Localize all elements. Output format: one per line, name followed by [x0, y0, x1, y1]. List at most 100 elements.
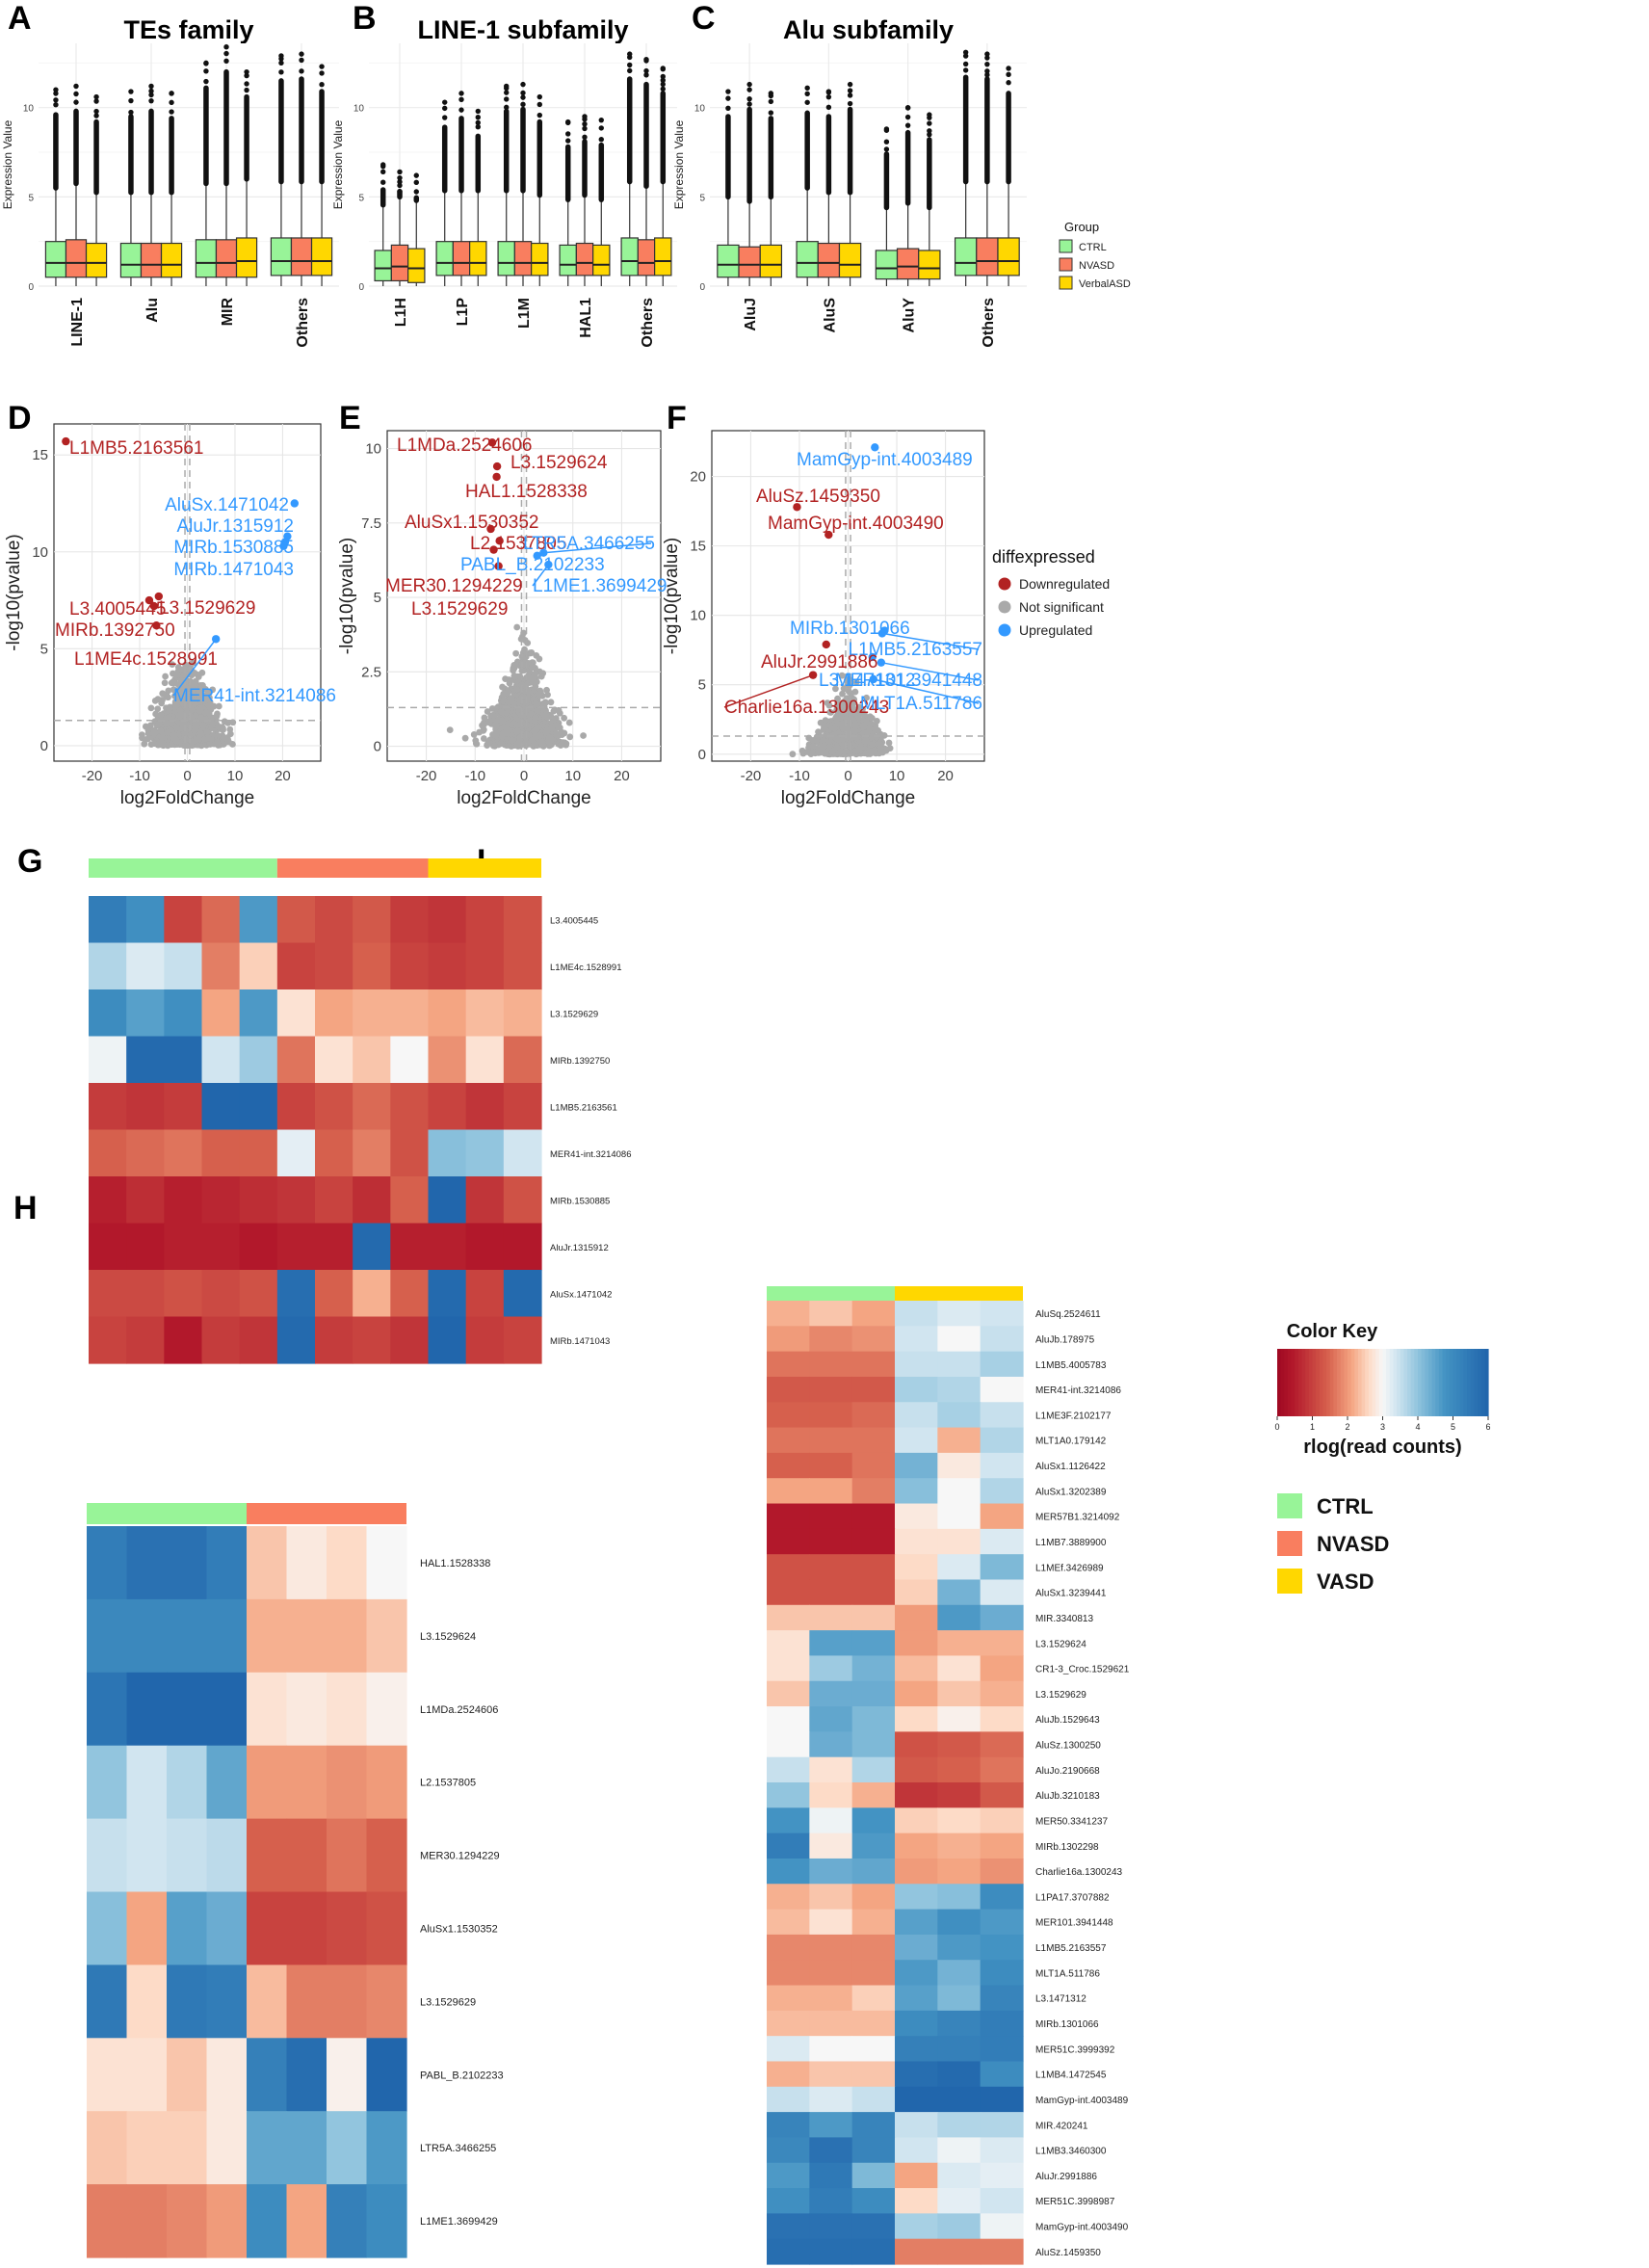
- nonsig-point: [547, 699, 555, 706]
- colorkey-swatch: [1382, 1349, 1387, 1416]
- outlier-point: [660, 77, 666, 83]
- heatmap-cell: [851, 1934, 896, 1961]
- nonsig-point: [492, 732, 500, 740]
- outlier-point: [504, 90, 510, 95]
- outlier-point: [598, 125, 604, 131]
- nonsig-point: [510, 672, 518, 679]
- heatmap-cell: [937, 1528, 982, 1555]
- nonsig-point: [139, 731, 145, 739]
- box-NVASD: [215, 239, 238, 278]
- outlier-point: [53, 87, 59, 92]
- outlier-point: [458, 96, 464, 102]
- heatmap-cell: [937, 2086, 982, 2113]
- heatmap-cell: [937, 2061, 982, 2088]
- heatmap-cell: [767, 2162, 810, 2189]
- heatmap-cell: [366, 2038, 407, 2112]
- heatmap-cell: [851, 2112, 896, 2139]
- row-label: L1PA17.3707882: [1035, 1892, 1110, 1903]
- heatmap-cell: [767, 1326, 810, 1353]
- heatmap-cell: [851, 2213, 896, 2240]
- y-tick-label: 10: [690, 608, 706, 624]
- heatmap-cell: [276, 896, 316, 944]
- colorkey-swatch: [1478, 1349, 1482, 1416]
- heatmap-cell: [895, 1731, 938, 1758]
- heatmap-cell: [851, 2061, 896, 2088]
- nonsig-point: [144, 735, 151, 743]
- heatmap-cell: [809, 1985, 853, 2012]
- nonsig-point: [480, 735, 487, 742]
- outlier-point: [520, 101, 526, 108]
- heatmap-cell: [247, 2038, 288, 2112]
- heatmap-cell: [366, 2184, 407, 2258]
- outlier-point: [746, 95, 752, 102]
- y-tick-label: 0: [374, 739, 381, 755]
- x-tick-label: -10: [129, 768, 150, 784]
- nonsig-point: [869, 740, 876, 748]
- heatmap-cell: [851, 1351, 896, 1378]
- outlier-point: [73, 83, 79, 90]
- panel-letter-D: D: [8, 400, 32, 436]
- outlier-point: [148, 83, 154, 90]
- outlier-point: [598, 117, 604, 123]
- outlier-point: [475, 108, 481, 115]
- heatmap-cell: [809, 2238, 853, 2265]
- nonsig-point: [508, 695, 515, 702]
- heatmap-cell: [851, 1655, 896, 1682]
- group-bar-NVASD: [276, 858, 429, 878]
- heatmap-cell: [980, 1833, 1024, 1859]
- y-tick-label: 5: [699, 193, 705, 203]
- point-label: MLT1A.511786: [860, 694, 982, 714]
- box-NVASD: [976, 237, 999, 277]
- box-NVASD: [513, 241, 533, 277]
- legend-label: NVASD: [1079, 260, 1114, 272]
- heatmap-cell: [851, 2238, 896, 2265]
- heatmap-cell: [126, 942, 165, 990]
- nonsig-point: [192, 725, 199, 732]
- heatmap-cell: [980, 1706, 1024, 1732]
- row-label: MER57B1.3214092: [1035, 1513, 1120, 1523]
- heatmap-cell: [980, 1960, 1024, 1987]
- colorkey-swatch: [1467, 1349, 1472, 1416]
- nonsig-point: [204, 734, 212, 742]
- heatmap-cell: [895, 1909, 938, 1936]
- nonsig-point: [205, 697, 212, 704]
- group-bar-VerbalASD: [428, 858, 541, 878]
- point-label: AluSx1.1530352: [405, 513, 538, 533]
- colorkey-swatch: [1421, 1349, 1426, 1416]
- heatmap-cell: [503, 1083, 542, 1131]
- heatmap-cell: [353, 1270, 391, 1318]
- nonsig-point: [470, 731, 478, 738]
- heatmap-cell: [767, 1884, 810, 1911]
- nonsig-point: [182, 735, 190, 743]
- colorkey-swatch: [1453, 1349, 1457, 1416]
- outlier-point: [582, 121, 588, 127]
- box-VerbalASD: [85, 242, 108, 278]
- outlier-point: [244, 72, 249, 79]
- heatmap-cell: [937, 2112, 982, 2139]
- colorkey-swatch: [1393, 1349, 1398, 1416]
- heatmap-cell: [895, 2188, 938, 2214]
- outlier-point: [397, 179, 403, 185]
- x-tick-label: 20: [614, 768, 630, 784]
- heatmap-cell: [247, 1965, 288, 2039]
- heatmap-cell: [980, 1503, 1024, 1530]
- row-label: MER51C.3999392: [1035, 2044, 1115, 2055]
- colorkey-tick-label: 0: [1274, 1422, 1279, 1432]
- heatmap-cell: [366, 1672, 407, 1747]
- row-label: AluSx.1471042: [550, 1289, 612, 1300]
- heatmap-cell: [851, 1731, 896, 1758]
- panel-title: Alu subfamily: [783, 15, 954, 44]
- point-label: MER30.1294229: [385, 576, 523, 596]
- heatmap-cell: [851, 1554, 896, 1581]
- colorkey-swatch: [1312, 1349, 1317, 1416]
- point-label: HAL1.1528338: [465, 482, 588, 502]
- row-label: L3.4005445: [550, 915, 598, 926]
- nonsig-point: [538, 737, 546, 745]
- box-VerbalASD: [407, 248, 426, 283]
- outlier-point: [128, 109, 134, 116]
- colorkey-swatch: [1297, 1349, 1303, 1416]
- nonsig-point: [885, 739, 893, 747]
- heatmap-cell: [809, 2162, 853, 2189]
- heatmap-cell: [327, 1891, 368, 1965]
- row-label: L1MB4.1472545: [1035, 2070, 1107, 2081]
